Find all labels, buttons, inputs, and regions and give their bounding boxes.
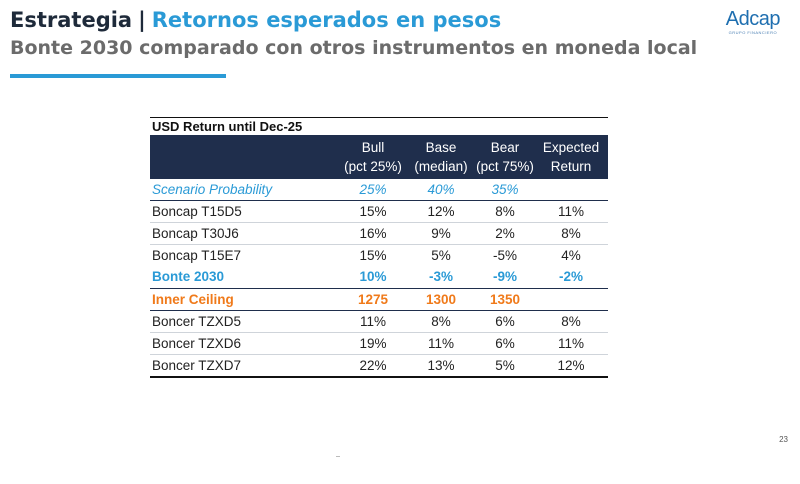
returns-table: Bull (pct 25%) Base (median) Bear (pct 75%)… <box>150 135 608 378</box>
table-row-bonte-2030: Bonte 2030 10% -3% -9% -2% <box>150 266 608 289</box>
table-row-scenario-probability: Scenario Probability 25% 40% 35% <box>150 179 608 202</box>
page-number: 23 <box>779 435 788 444</box>
slide-title: Estrategia | Retornos esperados en pesos <box>10 6 697 34</box>
header-cell-expected: Expected Return <box>534 135 608 179</box>
slide-header: Estrategia | Retornos esperados en pesos B… <box>10 6 697 61</box>
table-header-row: Bull (pct 25%) Base (median) Bear (pct 75%)… <box>150 135 608 179</box>
table-row: Boncer TZXD6 19% 11% 6% 11% <box>150 332 608 355</box>
table-caption: USD Return until Dec-25 <box>150 117 608 135</box>
table-row: Boncer TZXD7 22% 13% 5% 12% <box>150 354 608 378</box>
table-row-inner-ceiling: Inner Ceiling 1275 1300 1350 <box>150 288 608 311</box>
slide-subtitle: Bonte 2030 comparado con otros instrumen… <box>10 37 698 59</box>
title-topic: Retornos esperados en pesos <box>151 8 502 32</box>
table-row: Boncap T30J6 16% 9% 2% 8% <box>150 222 608 246</box>
title-separator: | <box>138 8 146 32</box>
header-cell-base: Base (median) <box>406 135 476 179</box>
title-section: Estrategia <box>10 8 133 32</box>
table-row: Boncap T15D5 15% 12% 8% 11% <box>150 200 608 224</box>
header-cell-label <box>150 135 340 179</box>
header-cell-bull: Bull (pct 25%) <box>340 135 406 179</box>
logo-tagline: GRUPO FINANCIERO <box>728 30 778 35</box>
footer-mark <box>336 456 340 457</box>
header-cell-bear: Bear (pct 75%) <box>476 135 534 179</box>
logo-wordmark: Adcap <box>725 8 781 30</box>
table-row: Boncer TZXD5 11% 8% 6% 8% <box>150 310 608 333</box>
returns-table-container: USD Return until Dec-25 Bull (pct 25%) Ba… <box>150 117 608 378</box>
adcap-logo: Adcap GRUPO FINANCIERO <box>725 8 781 36</box>
table-row: Boncap T15E7 15% 5% -5% 4% <box>152 248 581 264</box>
title-underline <box>10 74 226 78</box>
